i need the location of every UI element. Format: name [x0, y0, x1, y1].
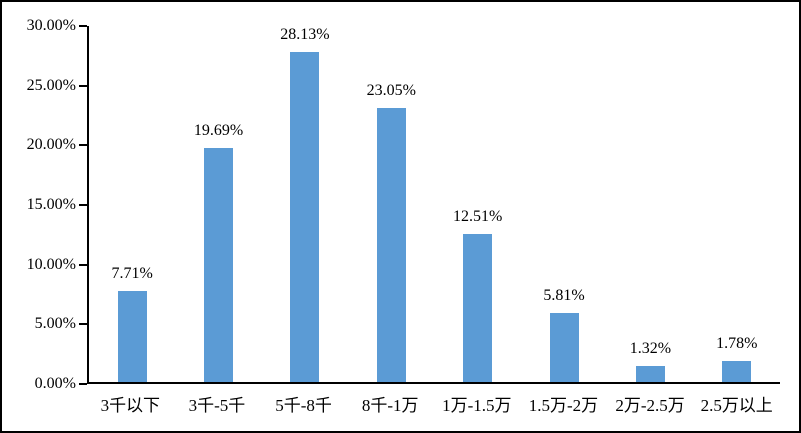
- x-category-label: 3千以下: [100, 396, 161, 415]
- bar-value-label: 1.78%: [716, 334, 758, 352]
- y-tick-mark: [79, 25, 87, 27]
- x-category-label: 8千-1万: [361, 396, 419, 415]
- y-tick-label: 20.00%: [26, 136, 76, 154]
- x-category-label: 2万-2.5万: [615, 396, 685, 415]
- bar-value-label: 1.32%: [629, 340, 672, 358]
- bar-group: 5.81%: [521, 26, 607, 382]
- bar: [635, 366, 665, 382]
- bar: [204, 148, 234, 382]
- bar-value-label: 7.71%: [111, 264, 153, 282]
- bar-group: 7.71%: [89, 26, 175, 382]
- bar-value-label: 23.05%: [366, 82, 416, 100]
- y-tick-label: 10.00%: [26, 255, 76, 273]
- y-tick-mark: [79, 204, 87, 206]
- x-category-label: 5千-8千: [275, 396, 332, 415]
- bar: [290, 52, 320, 382]
- plot-area: 7.71% 19.69% 28.13% 23.05% 12.51% 5.81% 1.32% 1…: [79, 25, 780, 385]
- bar-value-label: 5.81%: [543, 287, 585, 305]
- bar-value-label: 19.69%: [193, 122, 244, 140]
- y-tick-label: 15.00%: [26, 196, 76, 213]
- y-tick-label: 5.00%: [34, 315, 76, 333]
- bar-series: 7.71% 19.69% 28.13% 23.05% 12.51% 5.81% 1.32% 1…: [89, 26, 780, 382]
- bar: [463, 233, 493, 382]
- x-category-label: 1万-1.5万: [442, 396, 512, 415]
- bar-value-label: 12.51%: [453, 207, 503, 225]
- bar: [549, 313, 579, 382]
- y-tick-label: 0.00%: [34, 375, 76, 392]
- y-tick-label: 30.00%: [26, 17, 76, 34]
- y-tick-mark: [79, 84, 87, 87]
- y-tick-mark: [79, 383, 87, 385]
- bar-group: 12.51%: [435, 26, 521, 382]
- bar-group: 23.05%: [348, 26, 434, 382]
- y-tick-mark: [79, 323, 87, 326]
- bar-value-label: 28.13%: [280, 26, 330, 43]
- y-tick-label: 25.00%: [26, 76, 76, 94]
- x-axis-labels: 3千以下 3千-5千 5千-8千 8千-1万 1万-1.5万 1.5万-2万 2万-2.5万…: [87, 395, 780, 417]
- y-tick-mark: [79, 263, 87, 266]
- bar-group: 1.78%: [694, 26, 780, 382]
- x-category-label: 3千-5千: [188, 396, 246, 415]
- bar-group: 28.13%: [262, 26, 348, 382]
- y-tick-mark: [79, 144, 87, 147]
- bar: [722, 360, 752, 382]
- x-category-label: 2.5万以上: [700, 396, 773, 415]
- bar-group: 1.32%: [607, 26, 693, 382]
- bar-group: 19.69%: [175, 26, 261, 382]
- bar: [117, 290, 147, 382]
- bar: [376, 108, 406, 382]
- x-category-label: 1.5万-2万: [528, 396, 599, 415]
